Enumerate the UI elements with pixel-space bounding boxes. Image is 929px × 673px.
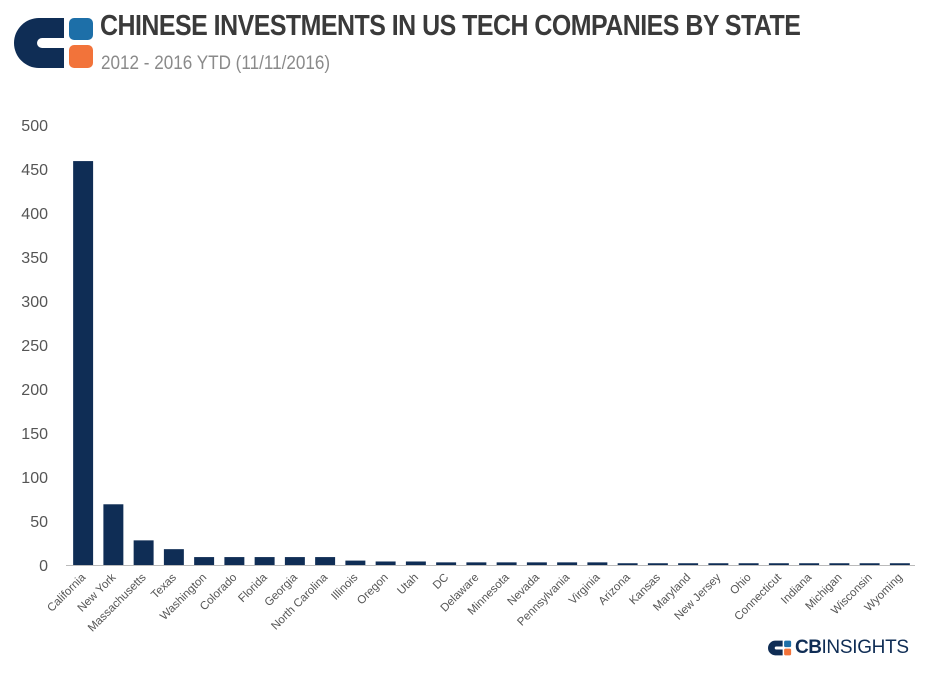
bar-ohio <box>738 563 759 565</box>
bar-oregon <box>375 561 396 565</box>
x-tick-label: Arizona <box>597 571 633 607</box>
bar-wisconsin <box>859 563 880 565</box>
bar-indiana <box>799 563 820 565</box>
bar-connecticut <box>768 563 789 565</box>
bar-pennsylvania <box>557 562 578 565</box>
y-tick-label: 50 <box>30 514 48 531</box>
bar-illinois <box>345 560 366 565</box>
y-tick-label: 200 <box>21 382 48 399</box>
bar-virginia <box>587 562 608 565</box>
bar-georgia <box>284 557 305 565</box>
footer-brand: CB INSIGHTS <box>768 636 909 660</box>
bar-minnesota <box>496 562 517 565</box>
bar-new-jersey <box>708 563 729 565</box>
y-tick-label: 100 <box>21 470 48 487</box>
bar-texas <box>163 549 184 565</box>
footer-brand-insights: INSIGHTS <box>821 637 909 658</box>
x-tick-label: Virginia <box>567 571 603 607</box>
y-tick-label: 350 <box>21 250 48 267</box>
x-tick-label: Utah <box>395 572 421 598</box>
y-tick-label: 150 <box>21 426 48 443</box>
x-tick-label: DC <box>431 572 451 592</box>
bar-utah <box>405 561 426 565</box>
bar-wyoming <box>889 563 910 565</box>
chart-title: CHINESE INVESTMENTS IN US TECH COMPANIES… <box>100 10 801 42</box>
bar-nevada <box>526 562 547 565</box>
cb-insights-logo-icon <box>14 18 93 68</box>
chart-subtitle: 2012 - 2016 YTD (11/11/2016) <box>101 53 331 74</box>
bar-washington <box>194 557 215 565</box>
y-tick-label: 500 <box>21 118 48 135</box>
bar-california <box>73 161 94 565</box>
y-axis: 0 50 100 150 200 250 300 350 400 450 500 <box>21 118 48 575</box>
bar-kansas <box>647 563 668 565</box>
bar-arizona <box>617 563 638 565</box>
y-tick-label: 300 <box>21 294 48 311</box>
bar-new-york <box>103 504 124 565</box>
footer-brand-cb: CB <box>795 637 822 658</box>
bar-massachusetts <box>133 540 154 565</box>
bar-michigan <box>829 563 850 565</box>
x-tick-label: Ohio <box>728 572 754 598</box>
x-tick-label: Oregon <box>355 572 391 608</box>
bar-north-carolina <box>315 557 336 565</box>
y-tick-label: 0 <box>39 558 48 575</box>
bar-maryland <box>678 563 699 565</box>
bar-dc <box>436 562 457 565</box>
cb-insights-mark-icon <box>768 640 792 656</box>
bar-colorado <box>224 557 245 565</box>
bar-florida <box>254 557 275 565</box>
y-tick-label: 250 <box>21 338 48 355</box>
bars-group <box>73 161 910 565</box>
x-tick-label: North Carolina <box>269 571 330 632</box>
y-tick-label: 400 <box>21 206 48 223</box>
y-tick-label: 450 <box>21 162 48 179</box>
bar-delaware <box>466 562 487 565</box>
